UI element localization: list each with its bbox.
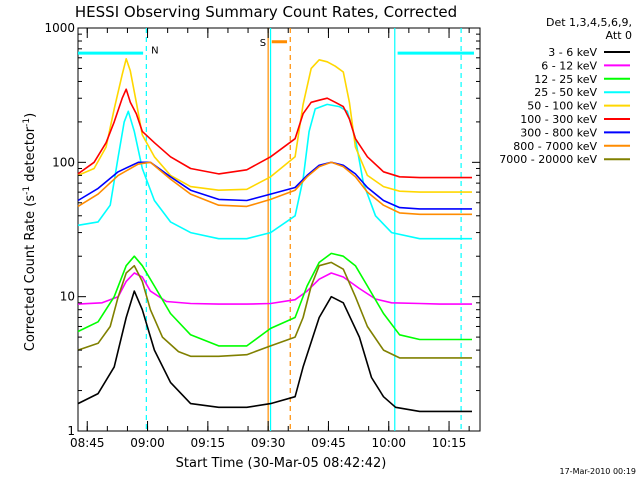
series-line-7 <box>77 161 472 216</box>
y-axis-label: Corrected Count Rate (s-1 detector-1) <box>22 113 38 351</box>
legend-label-4: 50 - 100 keV <box>527 100 597 113</box>
y-tick-label-1: 10 <box>60 290 75 304</box>
series-line-2 <box>77 252 472 347</box>
series-line-5 <box>77 88 472 179</box>
legend-label-0: 3 - 6 keV <box>548 46 597 59</box>
annotation-1: S <box>260 38 266 49</box>
series-layer <box>77 57 472 413</box>
y-tick-label-0: 1 <box>67 424 75 438</box>
legend-label-3: 25 - 50 keV <box>534 86 597 99</box>
attenuator-bars <box>78 40 474 55</box>
legend-label-6: 300 - 800 keV <box>520 126 597 139</box>
series-line-3 <box>77 103 472 240</box>
legend-header-attenuator: Att 0 <box>606 29 632 42</box>
y-axis-label-sup2: -1 <box>22 118 32 127</box>
legend-label-8: 7000 - 20000 keV <box>499 153 597 166</box>
chart-title: HESSI Observing Summary Count Rates, Cor… <box>75 3 457 21</box>
x-axis-label: Start Time (30-Mar-05 08:42:42) <box>176 456 387 471</box>
y-axis-label-main: Corrected Count Rate (s <box>23 195 38 352</box>
series-line-4 <box>77 57 472 193</box>
annotations: NS <box>151 38 266 57</box>
y-axis-label-end: ) <box>23 113 38 118</box>
series-line-6 <box>77 161 472 210</box>
x-tick-label-1: 09:00 <box>130 436 165 450</box>
y-tick-label-3: 1000 <box>44 21 75 35</box>
y-tick-label-2: 100 <box>52 155 75 169</box>
y-axis-ticks: 1 10 100 1000 <box>44 21 480 438</box>
legend-label-1: 6 - 12 keV <box>541 59 597 72</box>
x-tick-label-6: 10:15 <box>432 436 467 450</box>
series-line-0 <box>77 290 472 413</box>
legend-label-5: 100 - 300 keV <box>520 113 597 126</box>
x-tick-label-5: 10:00 <box>371 436 406 450</box>
vertical-markers <box>145 28 462 431</box>
y-axis-label-sup1: -1 <box>22 186 32 195</box>
footer-timestamp: 17-Mar-2010 00:19 <box>560 467 637 476</box>
legend-label-2: 12 - 25 keV <box>534 73 597 86</box>
series-line-1 <box>77 272 472 305</box>
x-tick-label-4: 09:45 <box>311 436 346 450</box>
x-tick-label-3: 09:30 <box>251 436 286 450</box>
y-axis-label-mid: detector <box>23 126 38 186</box>
x-tick-label-0: 08:45 <box>70 436 105 450</box>
plot-frame <box>77 27 481 432</box>
x-axis-ticks: 08:45 09:00 09:15 09:30 09:45 10:00 10:15 <box>70 28 470 450</box>
x-tick-label-2: 09:15 <box>191 436 226 450</box>
series-line-8 <box>77 261 472 359</box>
legend-header-detectors: Det 1,3,4,5,6,9, <box>546 16 632 29</box>
annotation-0: N <box>151 46 158 57</box>
legend-label-7: 800 - 7000 keV <box>513 140 597 153</box>
